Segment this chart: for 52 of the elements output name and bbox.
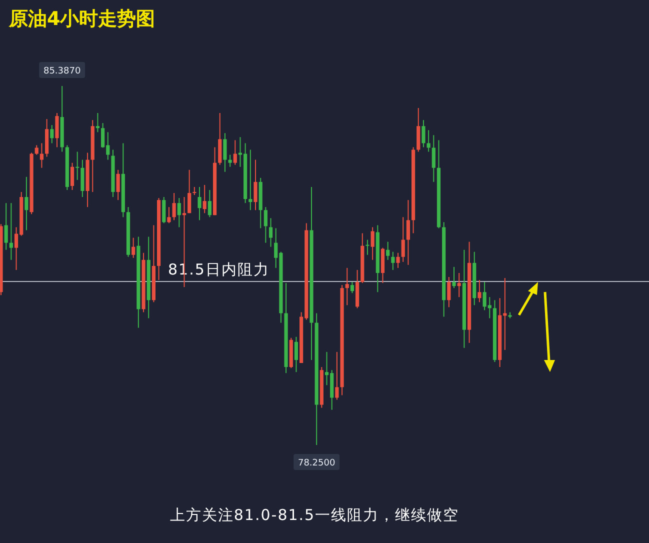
candlestick — [268, 218, 273, 248]
chart-title: 原油4小时走势图 — [8, 8, 156, 30]
candlestick — [396, 252, 400, 268]
candlestick — [294, 336, 298, 373]
candlestick — [350, 282, 354, 294]
candlestick — [202, 184, 206, 214]
candlestick — [366, 239, 370, 256]
candlestick — [447, 276, 451, 308]
candlestick — [386, 241, 390, 260]
candlestick — [9, 202, 13, 260]
candlestick — [406, 200, 410, 266]
candlestick — [478, 280, 482, 303]
candlestick — [76, 151, 80, 180]
candlestick — [218, 112, 222, 166]
candlestick — [248, 149, 252, 211]
candlestick — [416, 107, 420, 152]
candlestick — [228, 154, 232, 168]
candlestick — [4, 202, 8, 250]
candlestick — [264, 206, 268, 244]
candlestick — [172, 192, 176, 221]
candlestick — [162, 196, 166, 224]
candlestick — [80, 159, 84, 198]
candlestick — [432, 134, 436, 182]
candlestick — [116, 169, 120, 201]
candlestick — [50, 124, 54, 144]
candlestick — [96, 112, 100, 133]
candlestick — [24, 176, 28, 231]
candlestick — [370, 226, 374, 260]
candlestick — [457, 272, 461, 298]
candlestick — [208, 189, 212, 218]
candlestick — [34, 144, 38, 156]
candlestick — [391, 251, 395, 270]
candlestick — [40, 142, 44, 168]
candlestick — [401, 216, 405, 262]
candlestick — [70, 162, 74, 190]
candlestick — [426, 130, 430, 152]
candlestick — [198, 186, 202, 221]
text: 上方关注81.0-81.5一线阻力，继续做空 — [170, 506, 460, 524]
candlestick — [188, 169, 192, 214]
candlestick — [132, 237, 136, 258]
candlestick — [422, 120, 426, 148]
candlestick — [55, 112, 59, 148]
annotation: 78.2500 — [298, 458, 336, 468]
candlestick — [345, 267, 349, 306]
candlestick — [167, 206, 171, 224]
candlestick — [223, 132, 227, 172]
annotation: 85.3870 — [43, 66, 81, 76]
candlestick — [335, 351, 339, 400]
candlestick — [177, 198, 181, 228]
candlestick — [233, 140, 237, 166]
candlestick — [254, 159, 258, 211]
candlestick — [452, 266, 456, 289]
